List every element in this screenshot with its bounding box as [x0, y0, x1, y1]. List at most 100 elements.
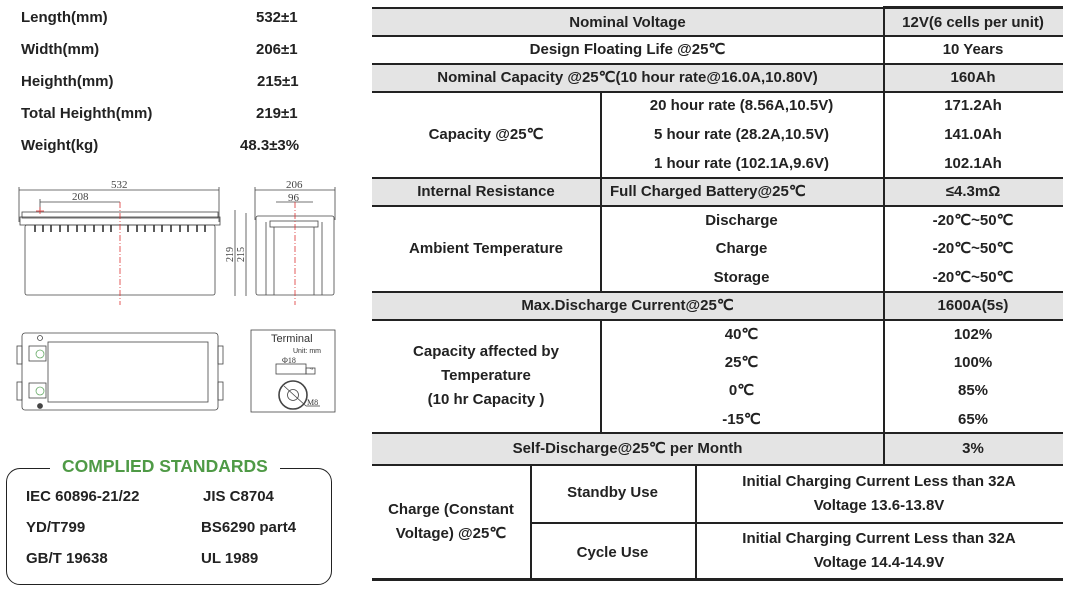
- label-line: (10 hr Capacity ): [427, 391, 545, 408]
- ambient-value: -20℃~50℃: [932, 269, 1014, 286]
- divider: [530, 464, 532, 579]
- divider: [883, 7, 885, 464]
- charge-cycle-details: Initial Charging Current Less than 32A V…: [695, 526, 1063, 576]
- detail-line: Initial Charging Current Less than 32A: [742, 530, 1016, 547]
- terminal-diameter-text: Φ18: [282, 356, 296, 365]
- dim-side-width-text: 206: [286, 179, 303, 191]
- self-discharge-label: Self-Discharge@25℃ per Month: [512, 440, 743, 457]
- spec-value: 215±1: [257, 73, 299, 90]
- divider: [372, 319, 1063, 321]
- dim-total-height-text: 219: [225, 247, 236, 262]
- dim-height-text: 215: [236, 247, 247, 262]
- spec-row-length: Length(mm) 532±1: [21, 9, 321, 29]
- row-bg: [372, 292, 1063, 320]
- capacity-value: 141.0Ah: [944, 126, 1002, 143]
- ambient-value: -20℃~50℃: [932, 212, 1014, 229]
- temp-capacity-value: 100%: [953, 354, 993, 371]
- divider: [600, 205, 602, 292]
- temp-capacity-value: 85%: [957, 382, 989, 399]
- nominal-capacity-label: Nominal Capacity @25℃(10 hour rate@16.0A…: [437, 69, 818, 86]
- divider: [372, 63, 1063, 65]
- divider: [600, 319, 602, 433]
- standard-item: YD/T799: [26, 519, 86, 536]
- divider: [600, 91, 602, 206]
- front-view-drawing: 532 208: [18, 179, 221, 305]
- internal-resistance-label: Internal Resistance: [417, 183, 555, 200]
- temp-condition: 0℃: [728, 382, 755, 399]
- divider: [372, 7, 883, 9]
- divider: [372, 432, 1063, 434]
- capacity-value: 171.2Ah: [944, 97, 1002, 114]
- nominal-voltage-label: Nominal Voltage: [569, 13, 686, 31]
- self-discharge-value: 3%: [962, 440, 984, 457]
- charge-mode-cycle: Cycle Use: [576, 544, 649, 561]
- capacity-condition: 5 hour rate (28.2A,10.5V): [653, 126, 830, 143]
- nominal-voltage-value: 12V(6 cells per unit): [902, 13, 1044, 31]
- dim-side-terminal-text: 96: [288, 192, 300, 204]
- spec-row-width: Width(mm) 206±1: [21, 41, 321, 61]
- label-line: Charge (Constant: [388, 501, 514, 518]
- internal-resistance-value: ≤4.3mΩ: [945, 183, 1001, 200]
- spec-value: 532±1: [256, 9, 298, 26]
- spec-table: Nominal Voltage 12V(6 cells per unit) De…: [372, 6, 1063, 581]
- capacity-condition: 20 hour rate (8.56A,10.5V): [649, 97, 834, 114]
- internal-resistance-condition: Full Charged Battery@25℃: [610, 183, 806, 200]
- row-bg: [372, 178, 1063, 206]
- spec-label: Weight(kg): [21, 137, 99, 154]
- detail-line: Voltage 14.4-14.9V: [813, 554, 945, 571]
- temp-capacity-value: 102%: [953, 326, 993, 343]
- divider: [372, 177, 1063, 179]
- floating-life-value: 10 Years: [942, 41, 1004, 58]
- ambient-value: -20℃~50℃: [932, 240, 1014, 257]
- divider: [372, 205, 1063, 207]
- label-line: Voltage) @25℃: [395, 525, 507, 542]
- max-discharge-label: Max.Discharge Current@25℃: [521, 297, 734, 314]
- detail-line: Initial Charging Current Less than 32A: [742, 473, 1016, 490]
- ambient-condition: Charge: [715, 240, 768, 257]
- charge-mode-standby: Standby Use: [567, 484, 658, 501]
- divider: [372, 35, 1063, 37]
- divider: [695, 464, 697, 579]
- label-line: Capacity affected by: [413, 343, 559, 360]
- spec-label: Heighth(mm): [21, 73, 114, 90]
- temp-capacity-value: 65%: [957, 411, 989, 428]
- capacity-by-temp-label: Capacity affected by Temperature (10 hr …: [372, 320, 600, 432]
- temp-condition: -15℃: [722, 411, 761, 428]
- side-view-drawing: 206 96 219 215: [225, 179, 336, 305]
- charge-label: Charge (Constant Voltage) @25℃: [372, 465, 530, 579]
- capacity-condition: 1 hour rate (102.1A,9.6V): [653, 155, 830, 172]
- charge-standby-details: Initial Charging Current Less than 32A V…: [695, 469, 1063, 519]
- row-bg: [372, 64, 1063, 91]
- standard-item: GB/T 19638: [26, 550, 108, 567]
- terminal-detail-drawing: Terminal Unit: mm Φ18 4 M8: [250, 329, 336, 413]
- row-bg: [372, 7, 1063, 35]
- label-line: Temperature: [441, 367, 531, 384]
- floating-life-label: Design Floating Life @25℃: [529, 41, 726, 58]
- divider: [372, 578, 1063, 581]
- temp-condition: 40℃: [724, 326, 759, 343]
- standards-title: COMPLIED STANDARDS: [50, 456, 280, 477]
- divider: [372, 464, 1063, 466]
- nominal-capacity-value: 160Ah: [950, 69, 996, 86]
- capacity-value: 102.1Ah: [944, 155, 1002, 172]
- capacity-label: Capacity @25℃: [428, 126, 544, 143]
- spec-value: 206±1: [256, 41, 298, 58]
- standard-item: IEC 60896-21/22: [26, 488, 140, 505]
- detail-line: Voltage 13.6-13.8V: [813, 497, 945, 514]
- ambient-temperature-label: Ambient Temperature: [409, 240, 563, 257]
- max-discharge-value: 1600A(5s): [937, 297, 1009, 314]
- divider: [372, 91, 1063, 93]
- spec-row-height: Heighth(mm) 215±1: [21, 73, 321, 93]
- terminal-depth-text: 4: [310, 367, 315, 370]
- ambient-condition: Storage: [713, 269, 770, 286]
- ambient-condition: Discharge: [705, 212, 778, 229]
- spec-row-weight: Weight(kg) 48.3±3%: [21, 137, 321, 157]
- top-view-drawing: [16, 332, 224, 411]
- spec-label: Width(mm): [21, 41, 100, 58]
- spec-value: 48.3±3%: [240, 137, 300, 154]
- temp-condition: 25℃: [724, 354, 759, 371]
- battery-drawings: 532 208 206 96 219 215: [16, 179, 336, 413]
- terminal-unit: Unit: mm: [293, 348, 321, 355]
- divider: [372, 291, 1063, 293]
- divider: [883, 6, 1063, 9]
